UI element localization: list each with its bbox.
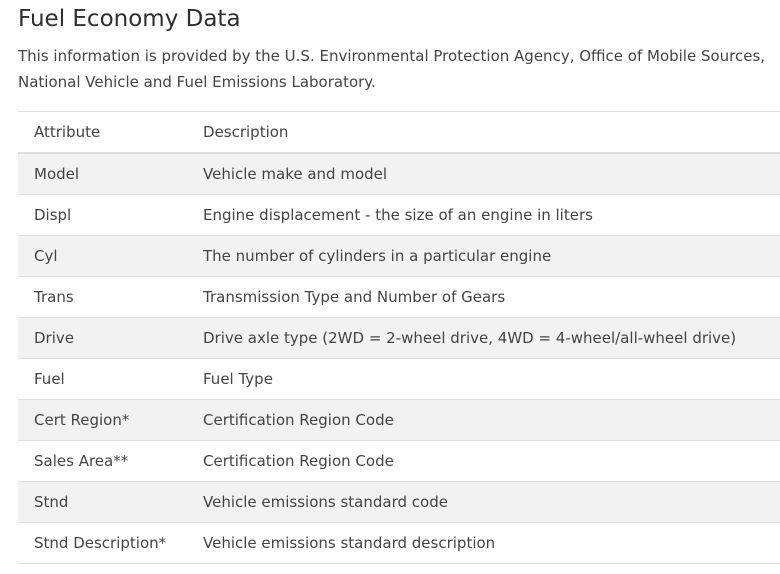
attribute-cell: Cyl — [18, 235, 187, 277]
attribute-cell: Displ — [18, 194, 187, 236]
table-row: Trans Transmission Type and Number of Ge… — [18, 276, 780, 318]
attribute-cell: Cert Region* — [18, 399, 187, 441]
attribute-cell: Trans — [18, 276, 187, 318]
description-cell: Drive axle type (2WD = 2-wheel drive, 4W… — [187, 317, 780, 359]
table-row: Fuel Fuel Type — [18, 358, 780, 400]
attribute-cell: Stnd Description* — [18, 522, 187, 564]
table-row: Model Vehicle make and model — [18, 152, 780, 195]
description-cell: Fuel Type — [187, 358, 780, 400]
table-row: Sales Area** Certification Region Code — [18, 440, 780, 482]
description-cell: Engine displacement - the size of an eng… — [187, 194, 780, 236]
table-row: Cert Region* Certification Region Code — [18, 399, 780, 441]
description-cell: The number of cylinders in a particular … — [187, 235, 780, 277]
table-row: Cyl The number of cylinders in a particu… — [18, 235, 780, 277]
attribute-cell: Drive — [18, 317, 187, 359]
description-cell: Vehicle make and model — [187, 152, 780, 195]
attribute-cell: Stnd — [18, 481, 187, 523]
table-header-row: Attribute Description — [18, 111, 780, 154]
column-header-description: Description — [187, 111, 780, 154]
description-cell: Certification Region Code — [187, 440, 780, 482]
column-header-attribute: Attribute — [18, 111, 187, 154]
description-cell: Certification Region Code — [187, 399, 780, 441]
description-cell: Vehicle emissions standard code — [187, 481, 780, 523]
table-row: Stnd Vehicle emissions standard code — [18, 481, 780, 523]
table-row: Drive Drive axle type (2WD = 2-wheel dri… — [18, 317, 780, 359]
attributes-table: Attribute Description Model Vehicle make… — [18, 111, 780, 564]
table-row: Stnd Description* Vehicle emissions stan… — [18, 522, 780, 564]
attribute-cell: Sales Area** — [18, 440, 187, 482]
table-row: Displ Engine displacement - the size of … — [18, 194, 780, 236]
page-title: Fuel Economy Data — [18, 6, 241, 32]
description-cell: Vehicle emissions standard description — [187, 522, 780, 564]
attribute-cell: Model — [18, 152, 187, 195]
intro-text: This information is provided by the U.S.… — [18, 47, 766, 91]
attribute-cell: Fuel — [18, 358, 187, 400]
description-cell: Transmission Type and Number of Gears — [187, 276, 780, 318]
